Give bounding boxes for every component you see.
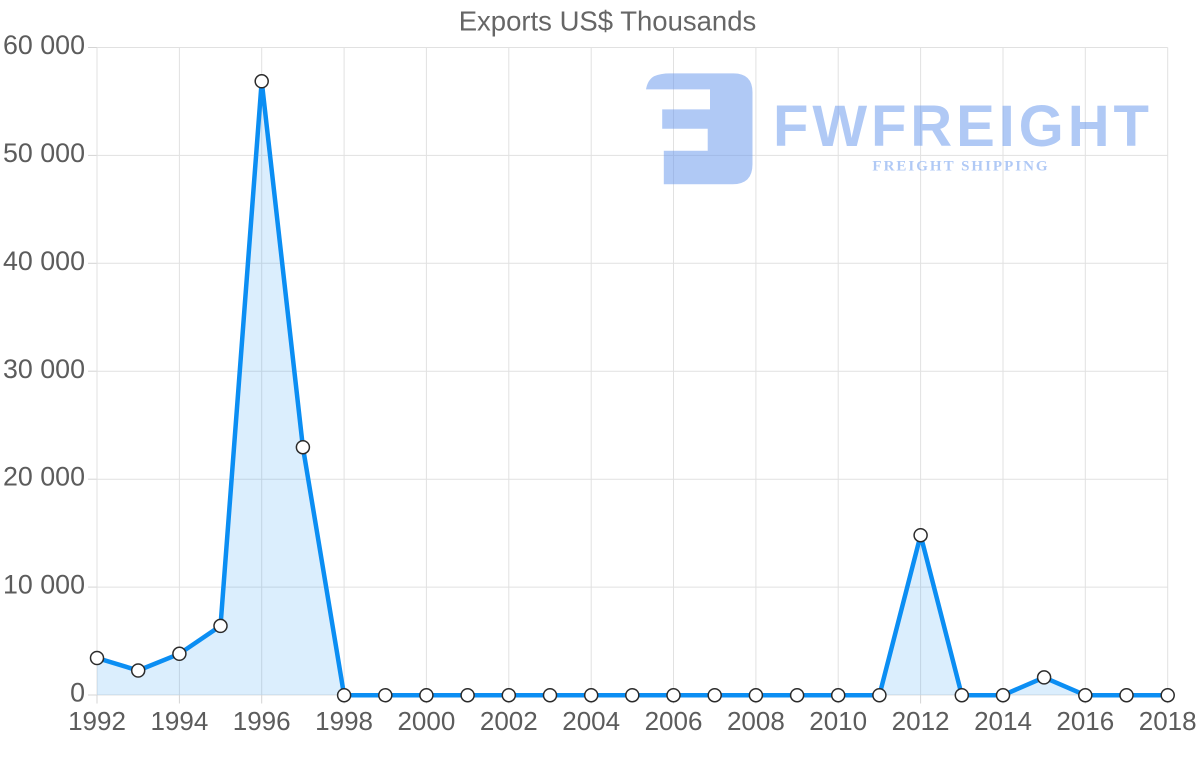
- svg-text:2004: 2004: [562, 706, 620, 736]
- svg-text:2002: 2002: [480, 706, 538, 736]
- svg-text:40 000: 40 000: [3, 246, 85, 276]
- svg-text:2006: 2006: [645, 706, 703, 736]
- svg-text:10 000: 10 000: [3, 570, 85, 600]
- svg-text:FWFREIGHT: FWFREIGHT: [773, 94, 1153, 159]
- svg-text:2018: 2018: [1139, 706, 1197, 736]
- svg-text:2010: 2010: [809, 706, 867, 736]
- svg-text:0: 0: [70, 678, 85, 708]
- svg-text:2016: 2016: [1056, 706, 1114, 736]
- svg-text:2000: 2000: [397, 706, 455, 736]
- svg-text:1994: 1994: [150, 706, 208, 736]
- svg-text:50 000: 50 000: [3, 138, 85, 168]
- svg-text:2008: 2008: [727, 706, 785, 736]
- svg-text:2014: 2014: [974, 706, 1032, 736]
- svg-text:1992: 1992: [68, 706, 126, 736]
- svg-text:Exports US$ Thousands: Exports US$ Thousands: [459, 6, 757, 37]
- svg-text:60 000: 60 000: [3, 30, 85, 60]
- svg-text:30 000: 30 000: [3, 354, 85, 384]
- svg-text:FREIGHT SHIPPING: FREIGHT SHIPPING: [872, 159, 1049, 175]
- svg-text:20 000: 20 000: [3, 462, 85, 492]
- svg-text:2012: 2012: [892, 706, 950, 736]
- svg-text:1996: 1996: [233, 706, 291, 736]
- svg-text:1998: 1998: [315, 706, 373, 736]
